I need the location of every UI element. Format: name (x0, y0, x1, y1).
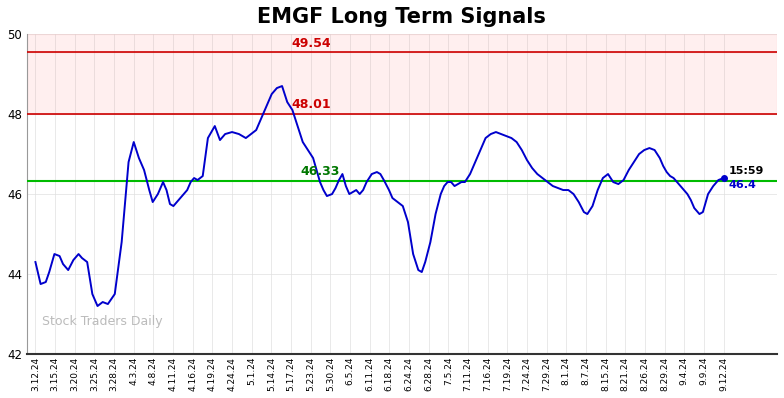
Text: 48.01: 48.01 (292, 98, 331, 111)
Text: 15:59: 15:59 (729, 166, 764, 176)
Text: 49.54: 49.54 (292, 37, 331, 50)
Bar (27, 34, 777, 53)
Text: 46.4: 46.4 (729, 180, 757, 190)
Text: Stock Traders Daily: Stock Traders Daily (42, 316, 162, 328)
Title: EMGF Long Term Signals: EMGF Long Term Signals (257, 7, 546, 27)
Bar (27, 53, 777, 114)
Text: 46.33: 46.33 (300, 166, 339, 178)
